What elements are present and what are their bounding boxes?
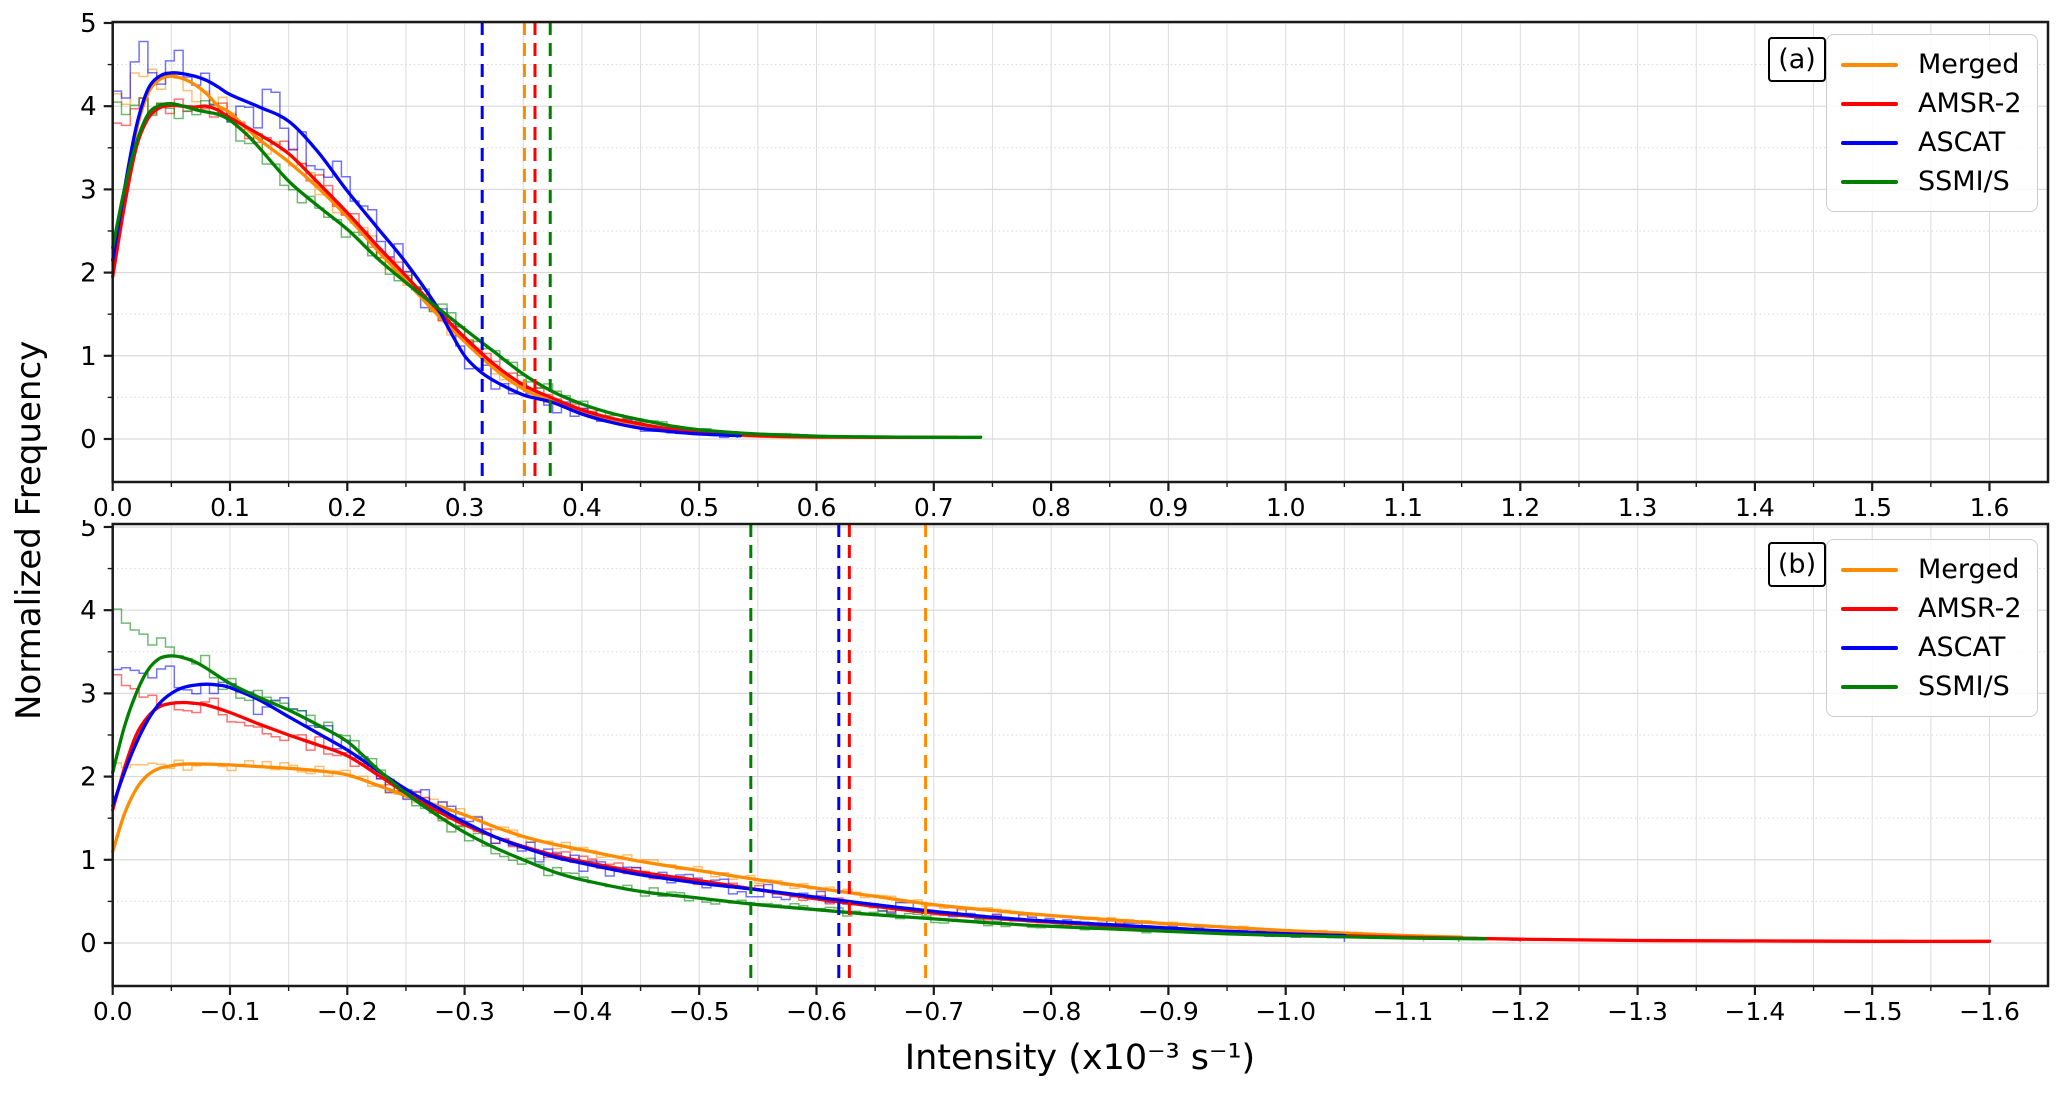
x-tick-label: −0.1 — [200, 997, 261, 1026]
panel-tag-a: (a) — [1768, 37, 1826, 82]
mean-dashed-lines — [480, 22, 552, 482]
x-tick-label: 1.3 — [1618, 493, 1658, 520]
x-tick-label: −1.1 — [1373, 997, 1434, 1026]
y-tick-label: 5 — [80, 9, 97, 39]
x-tick-label: 1.6 — [1970, 493, 2010, 520]
x-tick-label: 0.9 — [1149, 493, 1189, 520]
panel-tag-b: (b) — [1768, 542, 1826, 587]
x-tick-label: −1.6 — [1959, 997, 2020, 1026]
curve-ASCAT — [111, 682, 1347, 938]
y-tick-label: 0 — [80, 425, 97, 455]
hist-AMSR-2 — [112, 97, 862, 439]
legend-item-amsr2: AMSR-2 — [1841, 84, 2037, 123]
ssmis-line-icon — [1841, 179, 1898, 184]
legend-label: ASCAT — [1918, 127, 2006, 158]
x-tick-label: 1.0 — [1266, 493, 1306, 520]
amsr2-line-icon — [1841, 606, 1898, 611]
mean-dashed-lines — [749, 524, 928, 986]
x-tick-label: −1.3 — [1607, 997, 1668, 1026]
legend-item-ssmis: SSMI/S — [1841, 667, 2037, 706]
plot-border — [111, 20, 2050, 484]
curve-Merged — [111, 762, 1464, 939]
legend-label: Merged — [1918, 554, 2020, 585]
y-tick-label: 1 — [80, 846, 97, 876]
x-tick-label: −0.2 — [317, 997, 378, 1026]
x-tick-label: −1.4 — [1725, 997, 1786, 1026]
chart-panel-a: 0.0 0.1 0.2 0.3 0.4 0.5 0.6 0.7 0.8 0.9 1.0 1.1 1.2 1… — [80, 9, 2050, 520]
x-tick-label: 0.3 — [445, 493, 485, 520]
x-tick-label: 0.0 — [93, 997, 133, 1026]
curves — [111, 71, 983, 440]
curves — [111, 654, 1992, 943]
x-tick-label: 0.1 — [210, 493, 250, 520]
amsr2-line-icon — [1841, 101, 1898, 106]
x-tick-label: −1.5 — [1842, 997, 1903, 1026]
x-tick-label: 0.4 — [562, 493, 602, 520]
legend-item-merged: Merged — [1841, 550, 2037, 589]
legend-label: AMSR-2 — [1918, 88, 2022, 119]
legend-label: AMSR-2 — [1918, 593, 2022, 624]
x-tick-label: 1.5 — [1852, 493, 1892, 520]
x-tick-label: 0.7 — [914, 493, 954, 520]
x-tick-label: −0.6 — [786, 997, 847, 1026]
x-tick-label: 0.5 — [679, 493, 719, 520]
x-tick-label: 1.1 — [1383, 493, 1423, 520]
y-tick-label: 4 — [80, 596, 97, 626]
gridlines — [112, 524, 2048, 986]
legend-label: SSMI/S — [1918, 166, 2010, 197]
axis-ticks: 0.0 0.1 0.2 0.3 0.4 0.5 0.6 0.7 0.8 0.9 1.0 1.1 1.2 1… — [80, 9, 2009, 520]
legend-label: SSMI/S — [1918, 671, 2010, 702]
curve-ASCAT — [111, 71, 742, 438]
x-tick-label: −1.0 — [1255, 997, 1316, 1026]
curve-SSMI/S — [111, 102, 983, 439]
y-tick-label: 1 — [80, 342, 97, 372]
y-tick-label: 3 — [80, 175, 97, 205]
ssmis-line-icon — [1841, 684, 1898, 689]
x-tick-label: 1.2 — [1500, 493, 1540, 520]
y-tick-label: 0 — [80, 929, 97, 959]
x-tick-label: 0.2 — [327, 493, 367, 520]
y-tick-label: 5 — [80, 520, 97, 543]
axis-ticks: 0.0 −0.1 −0.2 −0.3 −0.4 −0.5 −0.6 −0.7 −0.8 −0.9 −… — [80, 520, 2020, 1026]
x-tick-label: −1.2 — [1490, 997, 1551, 1026]
curve-AMSR-2 — [111, 103, 959, 439]
merged-line-icon — [1841, 62, 1898, 67]
legend-item-ssmis: SSMI/S — [1841, 162, 2037, 201]
y-tick-label: 4 — [80, 92, 97, 122]
plot-border — [111, 522, 2050, 988]
x-tick-label: −0.3 — [434, 997, 495, 1026]
y-tick-label: 2 — [80, 763, 97, 793]
ascat-line-icon — [1841, 140, 1898, 145]
x-tick-label: 1.4 — [1735, 493, 1775, 520]
x-tick-label: −0.7 — [903, 997, 964, 1026]
legend-item-amsr2: AMSR-2 — [1841, 589, 2037, 628]
x-tick-label: 0.6 — [797, 493, 837, 520]
chart-panel-b: 0.0 −0.1 −0.2 −0.3 −0.4 −0.5 −0.6 −0.7 −0.8 −0.9 −… — [80, 520, 2050, 1026]
curve-SSMI/S — [111, 654, 1487, 941]
legend-label: Merged — [1918, 49, 2020, 80]
y-tick-label: 2 — [80, 259, 97, 289]
x-tick-label: −0.9 — [1138, 997, 1199, 1026]
x-axis-label: Intensity (x10⁻³ s⁻¹) — [904, 1038, 1256, 1078]
legend-label: ASCAT — [1918, 632, 2006, 663]
ascat-line-icon — [1841, 645, 1898, 650]
merged-line-icon — [1841, 567, 1898, 572]
legend-item-merged: Merged — [1841, 45, 2037, 84]
x-tick-label: −0.4 — [552, 997, 613, 1026]
x-tick-label: −0.8 — [1021, 997, 1082, 1026]
legend-item-ascat: ASCAT — [1841, 628, 2037, 667]
x-tick-label: −0.5 — [669, 997, 730, 1026]
legend-panel-a: Merged AMSR-2 ASCAT SSMI/S — [1826, 34, 2038, 212]
y-tick-label: 3 — [80, 679, 97, 709]
legend-panel-b: Merged AMSR-2 ASCAT SSMI/S — [1826, 539, 2038, 717]
legend-item-ascat: ASCAT — [1841, 123, 2037, 162]
histograms — [112, 40, 888, 439]
y-axis-label: Normalized Frequency — [9, 340, 49, 720]
x-tick-label: 0.8 — [1031, 493, 1071, 520]
x-tick-label: 0.0 — [93, 493, 133, 520]
